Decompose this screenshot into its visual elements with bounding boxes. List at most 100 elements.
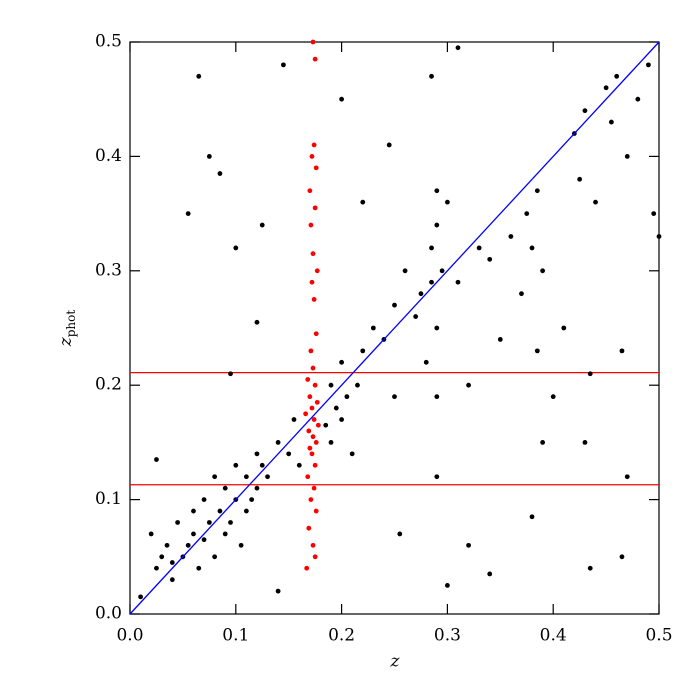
point (307, 394, 313, 400)
point (311, 142, 317, 148)
point (311, 297, 317, 302)
point (344, 394, 350, 400)
point (310, 542, 316, 548)
y-tick-label: 0.1 (95, 489, 122, 509)
point (206, 154, 212, 159)
point (196, 73, 202, 79)
x-tick-label: 0.1 (222, 626, 249, 646)
point (259, 462, 265, 468)
point (233, 462, 239, 468)
x-tick-label: 0.2 (328, 626, 355, 646)
point (333, 405, 339, 411)
point (314, 399, 320, 405)
point (169, 560, 175, 565)
point (476, 245, 482, 251)
point (434, 188, 440, 194)
point (370, 325, 376, 331)
point (275, 440, 281, 445)
point (309, 405, 315, 411)
point (311, 417, 317, 422)
point (296, 462, 302, 468)
point (185, 211, 191, 217)
reference-line (129, 41, 660, 615)
point (303, 411, 309, 417)
y-tick-label: 0.2 (95, 375, 122, 395)
point (312, 205, 318, 211)
point (529, 245, 535, 251)
point (175, 520, 181, 525)
point (281, 62, 286, 68)
point (619, 554, 625, 560)
point (455, 45, 461, 51)
point (233, 245, 239, 251)
point (434, 394, 440, 400)
point (313, 508, 319, 514)
point (243, 474, 249, 480)
point (355, 382, 360, 388)
point (275, 588, 281, 594)
point (577, 176, 583, 182)
point (529, 514, 535, 520)
point (608, 119, 614, 125)
point (313, 165, 319, 171)
x-tick-label: 0.0 (116, 626, 143, 646)
point (201, 537, 207, 543)
point (402, 268, 408, 274)
point (540, 440, 546, 445)
point (635, 96, 641, 102)
point (323, 422, 329, 428)
point (308, 348, 314, 354)
point (217, 171, 223, 176)
point (386, 142, 392, 148)
point (413, 314, 419, 319)
y-tick-label: 0.3 (95, 260, 122, 280)
point (154, 457, 159, 462)
point (540, 268, 546, 274)
point (315, 422, 321, 428)
point (418, 291, 424, 297)
point (519, 291, 524, 297)
point (434, 325, 440, 331)
point (305, 377, 311, 382)
point (619, 348, 625, 354)
point (497, 337, 503, 342)
point (651, 211, 657, 217)
point (524, 211, 530, 217)
point (550, 394, 556, 400)
y-tick-label: 0.5 (95, 32, 122, 52)
point (339, 359, 344, 365)
point (455, 279, 461, 285)
y-tick-label: 0.4 (95, 146, 122, 166)
point (306, 428, 312, 434)
point (212, 474, 218, 480)
point (360, 199, 366, 205)
point (201, 497, 207, 502)
point (587, 371, 593, 377)
point (305, 474, 311, 480)
point (307, 445, 313, 451)
point (312, 56, 318, 62)
point (228, 371, 233, 377)
point (306, 525, 312, 531)
point (310, 434, 316, 440)
point (309, 451, 315, 457)
point (360, 348, 366, 354)
point (328, 440, 334, 445)
point (582, 108, 588, 114)
point (222, 485, 228, 491)
point (487, 571, 493, 577)
point (434, 474, 440, 480)
point (310, 365, 316, 371)
x-tick-label: 0.5 (645, 626, 672, 646)
point (310, 251, 316, 257)
point (286, 451, 292, 457)
point (429, 245, 434, 251)
y-label-sub: phot (64, 310, 78, 338)
point (185, 542, 191, 548)
point (429, 279, 434, 285)
point (265, 474, 270, 480)
x-tick-label: 0.3 (434, 626, 461, 646)
point (434, 222, 440, 228)
y-tick-label: 0.0 (95, 604, 122, 624)
